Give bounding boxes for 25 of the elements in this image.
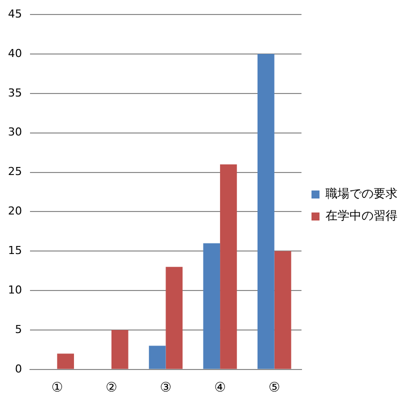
- y-tick-label: 15: [8, 244, 22, 257]
- bar: [274, 251, 292, 369]
- y-tick-label: 30: [8, 126, 22, 139]
- bar: [166, 266, 183, 369]
- bar: [258, 54, 274, 369]
- bar: [220, 164, 237, 369]
- x-tick-label: ⑤: [268, 380, 280, 396]
- bar: [111, 330, 128, 369]
- y-tick-label: 5: [14, 322, 22, 336]
- x-tick-label: ②: [106, 380, 118, 396]
- bar: [148, 346, 166, 369]
- bar: [57, 354, 74, 369]
- y-tick-label: 25: [8, 165, 22, 178]
- y-tick-label: 45: [8, 7, 22, 20]
- legend-label: 在学中の習得: [326, 208, 398, 223]
- bar: [203, 243, 220, 369]
- y-tick-label: 20: [8, 204, 22, 218]
- x-tick-label: ④: [214, 380, 226, 396]
- x-tick-label: ③: [160, 380, 172, 396]
- legend-label: 職場での要求: [326, 186, 398, 201]
- y-tick-label: 0: [14, 362, 22, 376]
- x-tick-label: ①: [51, 380, 63, 396]
- y-tick-label: 40: [8, 46, 22, 60]
- y-tick-label: 35: [8, 86, 22, 100]
- y-tick-label: 10: [8, 283, 22, 296]
